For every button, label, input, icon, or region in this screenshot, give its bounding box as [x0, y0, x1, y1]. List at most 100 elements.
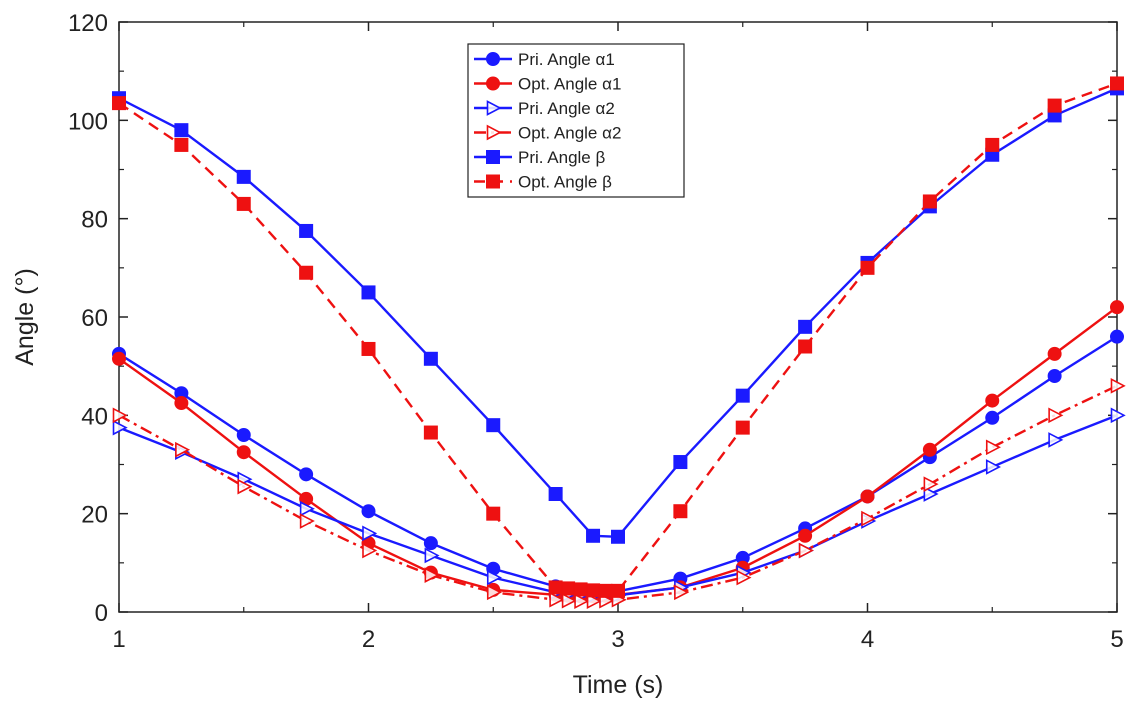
- series-line: [118, 414, 1118, 597]
- data-point: [923, 476, 939, 492]
- series-layer: [112, 76, 1126, 610]
- legend-marker: [486, 174, 500, 189]
- legend-marker: [486, 150, 500, 164]
- data-point: [673, 504, 688, 519]
- data-point: [561, 592, 577, 609]
- legend-label: Opt. Angle β: [518, 173, 612, 192]
- data-point: [561, 581, 576, 596]
- data-point: [735, 388, 750, 403]
- legend-entry: Opt. Angle α1: [474, 75, 621, 94]
- x-tick-label: 2: [362, 626, 375, 653]
- data-point: [798, 339, 813, 354]
- data-point: [985, 137, 1000, 152]
- data-point: [486, 418, 501, 433]
- data-point: [674, 584, 690, 601]
- data-point: [673, 455, 688, 470]
- data-point: [586, 583, 601, 598]
- data-point: [586, 593, 602, 610]
- legend-entry: Pri. Angle α2: [474, 99, 615, 118]
- data-point: [175, 441, 191, 458]
- data-point: [548, 487, 563, 501]
- legend-marker: [486, 76, 500, 91]
- data-point: [236, 169, 251, 184]
- data-point: [112, 407, 128, 424]
- plot-area: 1 2 3 4 5 0 20 40 60 80 100 120: [68, 10, 1126, 653]
- data-point: [174, 123, 189, 138]
- data-point: [985, 459, 1001, 475]
- series-group: [112, 300, 1124, 604]
- data-point: [299, 467, 314, 482]
- data-point: [236, 445, 251, 460]
- y-tick-label: 80: [81, 207, 108, 234]
- y-tick-label: 40: [81, 403, 108, 430]
- data-point: [362, 542, 378, 559]
- x-tick-label: 3: [611, 626, 624, 653]
- x-axis-ticks: 1 2 3 4 5: [112, 22, 1124, 653]
- data-point: [735, 420, 750, 435]
- data-point: [1047, 346, 1062, 361]
- data-point: [798, 319, 813, 334]
- x-axis-title: Time (s): [573, 671, 664, 699]
- data-point: [1110, 378, 1126, 394]
- data-point: [922, 194, 937, 209]
- data-point: [236, 196, 251, 211]
- legend-entry: Pri. Angle α1: [474, 50, 615, 69]
- series-line: [118, 87, 1118, 538]
- data-point: [985, 410, 1000, 425]
- y-tick-label: 0: [95, 600, 108, 627]
- data-point: [985, 439, 1001, 456]
- legend-label: Opt. Angle α1: [518, 75, 621, 94]
- data-point: [299, 223, 314, 238]
- data-point: [798, 542, 814, 559]
- legend-box: [467, 43, 685, 198]
- data-point: [798, 528, 813, 543]
- series-group: [112, 76, 1124, 598]
- legend-marker: [486, 52, 500, 66]
- data-point: [424, 567, 440, 583]
- data-point: [112, 96, 126, 111]
- series-group: [112, 378, 1126, 610]
- y-tick-label: 120: [68, 10, 108, 37]
- data-point: [611, 529, 625, 544]
- y-axis-ticks: 0 20 40 60 80 100 120: [68, 10, 1117, 627]
- data-point: [236, 428, 251, 442]
- data-point: [985, 393, 1000, 408]
- data-point: [424, 547, 440, 564]
- data-point: [423, 351, 438, 366]
- data-point: [361, 341, 376, 356]
- legend-label: Pri. Angle α2: [518, 99, 615, 118]
- x-tick-label: 1: [112, 626, 125, 653]
- data-point: [486, 506, 501, 521]
- series-group: [112, 407, 1126, 604]
- legend-marker: [486, 100, 502, 116]
- data-point: [598, 583, 613, 598]
- data-point: [573, 582, 588, 597]
- data-point: [486, 584, 502, 601]
- data-point: [574, 593, 590, 610]
- series-line: [118, 384, 1118, 603]
- data-point: [861, 510, 877, 527]
- y-axis-title: Angle (°): [11, 268, 39, 366]
- data-point: [549, 591, 565, 608]
- legend-label: Pri. Angle β: [518, 148, 605, 167]
- data-point: [586, 528, 601, 543]
- data-point: [299, 500, 315, 517]
- data-point: [299, 265, 314, 280]
- data-point: [1048, 432, 1064, 448]
- y-tick-label: 60: [81, 305, 108, 332]
- data-point: [923, 486, 939, 502]
- data-point: [860, 260, 875, 275]
- legend-marker: [486, 124, 502, 141]
- data-point: [423, 536, 438, 551]
- data-point: [1047, 98, 1062, 113]
- data-point: [112, 419, 128, 436]
- data-point: [860, 489, 875, 504]
- data-point: [922, 442, 937, 457]
- data-point: [548, 580, 563, 595]
- legend-entry: Opt. Angle α2: [474, 124, 621, 143]
- data-point: [174, 396, 189, 411]
- data-point: [611, 583, 625, 598]
- data-point: [174, 137, 189, 152]
- legend-entry: Opt. Angle β: [474, 173, 612, 192]
